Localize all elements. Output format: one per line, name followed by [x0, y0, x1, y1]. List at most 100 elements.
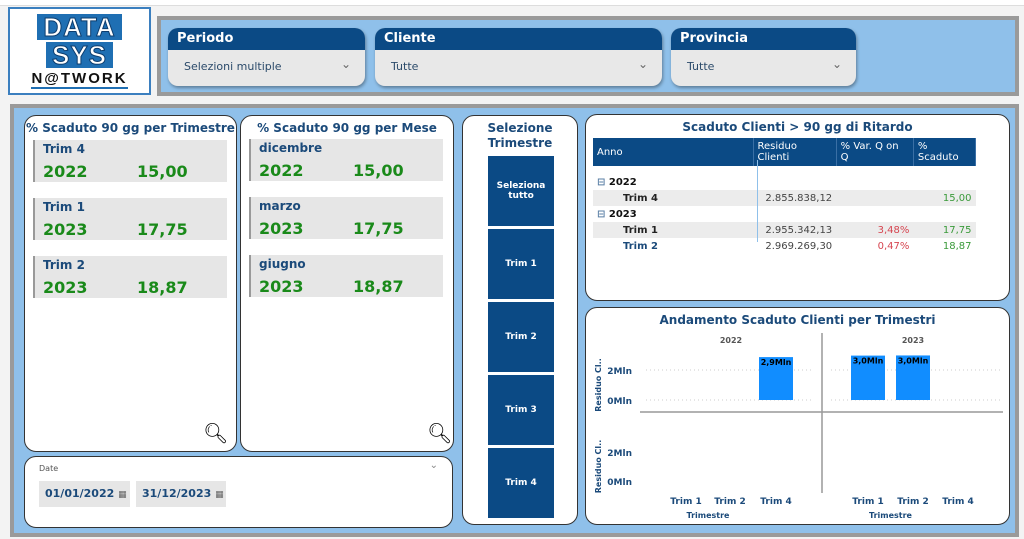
trim-4-button[interactable]: Trim 4 — [488, 448, 554, 518]
card-title: % Scaduto 90 gg per Trimestre — [26, 121, 235, 135]
y-axis-title: Residuo Cl.. — [594, 358, 603, 411]
bar — [851, 355, 885, 400]
kpi-year: 2023 — [259, 219, 304, 238]
kpi-label: dicembre — [259, 141, 323, 155]
chevron-down-icon[interactable]: ⌄ — [637, 57, 648, 71]
x-axis-title: Trimestre — [687, 511, 731, 520]
andamento-chart-card: Andamento Scaduto Clienti per Trimestri … — [585, 307, 1010, 525]
trimestre-selector: Selezione Trimestre Seleziona tutto Trim… — [462, 115, 578, 525]
kpi-item[interactable]: Trim 2 2023 18,87 — [33, 256, 227, 298]
selector-title: Selezione Trimestre — [487, 121, 553, 150]
collapse-icon[interactable]: ⊟ — [597, 208, 606, 220]
table-row: Trim 2 2.969.269,30 0,47% 18,87 — [593, 238, 976, 254]
x-tick-label: Trim 4 — [760, 497, 791, 507]
kpi-year: 2022 — [259, 161, 304, 180]
provincia-slicer[interactable]: Provincia Tutte ⌄ — [671, 28, 856, 86]
kpi-item[interactable]: marzo 2023 17,75 — [249, 197, 443, 239]
row-label: Trim 2 — [623, 240, 658, 252]
x-tick-label: Trim 4 — [942, 497, 973, 507]
end-date-input[interactable]: 31/12/2023 ▦ — [136, 481, 226, 507]
row-label: Trim 4 — [593, 190, 753, 206]
chevron-down-icon[interactable]: ⌄ — [340, 57, 351, 71]
card-scaduto-mese: % Scaduto 90 gg per Mese dicembre 2022 15,… — [240, 115, 454, 452]
var-cell: 0,47% — [877, 240, 910, 252]
kpi-item[interactable]: Trim 1 2023 17,75 — [33, 198, 227, 240]
filter-panel: Periodo Selezioni multiple ⌄ Cliente Tutt… — [157, 16, 1019, 96]
start-date-value: 01/01/2022 — [45, 487, 115, 500]
logo-line2: SYS — [45, 41, 114, 68]
calendar-icon[interactable]: ▦ — [118, 490, 127, 500]
scaduto-cell: 15,00 — [913, 190, 976, 206]
kpi-label: Trim 2 — [43, 258, 85, 272]
chevron-down-icon[interactable]: ⌄ — [429, 460, 438, 471]
card-title: % Scaduto 90 gg per Mese — [257, 121, 437, 135]
kpi-value: 18,87 — [353, 277, 404, 296]
logo-line3: N@TWORK — [31, 69, 128, 89]
scaduto-table-card: Scaduto Clienti > 90 gg di Ritardo Anno … — [585, 114, 1010, 301]
kpi-value: 17,75 — [353, 219, 404, 238]
x-tick-label: Trim 2 — [714, 497, 745, 507]
table-row: Trim 4 2.855.838,12 15,00 — [593, 190, 976, 206]
periodo-slicer[interactable]: Periodo Selezioni multiple ⌄ — [168, 28, 365, 86]
group-row: ⊟ 2023 — [593, 206, 976, 222]
kpi-item[interactable]: Trim 4 2022 15,00 — [33, 140, 227, 182]
kpi-label: Trim 1 — [43, 200, 85, 214]
x-tick-label: Trim 1 — [670, 497, 701, 507]
panel-year-label: 2022 — [720, 336, 742, 345]
residuo-cell: 2.955.342,13 — [753, 222, 837, 238]
panel-year-label: 2023 — [902, 336, 924, 345]
table-title: Scaduto Clienti > 90 gg di Ritardo — [682, 120, 913, 134]
y-tick-label: 2Mln — [607, 367, 632, 377]
seleziona-tutto-button[interactable]: Seleziona tutto — [488, 156, 554, 226]
collapse-icon[interactable]: ⊟ — [597, 176, 606, 188]
column-header[interactable]: Residuo Clienti — [753, 138, 837, 166]
kpi-label: marzo — [259, 199, 301, 213]
y-tick-label: 0Mln — [607, 397, 632, 407]
x-tick-label: Trim 2 — [897, 497, 928, 507]
group-year: 2023 — [608, 208, 637, 220]
start-date-input[interactable]: 01/01/2022 ▦ — [39, 481, 130, 507]
kpi-year: 2023 — [43, 220, 88, 239]
calendar-icon[interactable]: ▦ — [215, 490, 224, 500]
kpi-value: 15,00 — [137, 162, 188, 181]
scaduto-cell: 18,87 — [942, 240, 972, 252]
slicer-value: Tutte — [391, 60, 419, 73]
var-cell — [836, 190, 914, 206]
trim-2-button[interactable]: Trim 2 — [488, 302, 554, 372]
chart-title: Andamento Scaduto Clienti per Trimestri — [659, 313, 936, 327]
chevron-down-icon[interactable]: ⌄ — [831, 57, 842, 71]
kpi-label: Trim 4 — [43, 142, 85, 156]
data-label: 3,0Mln — [898, 356, 929, 365]
bar — [896, 355, 930, 400]
y-axis-title: Residuo Cl.. — [594, 440, 603, 493]
data-label: 3,0Mln — [853, 357, 884, 366]
column-header[interactable]: % Var. Q on Q — [836, 138, 914, 166]
x-tick-label: Trim 1 — [852, 497, 883, 507]
column-divider — [757, 160, 758, 242]
card-scaduto-trimestre: % Scaduto 90 gg per Trimestre Trim 4 2022… — [24, 115, 237, 452]
column-header[interactable]: Anno — [593, 138, 754, 166]
search-icon[interactable]: 🔍︎ — [203, 421, 229, 445]
slicer-title: Provincia — [671, 28, 856, 50]
kpi-year: 2023 — [43, 278, 88, 297]
trim-3-button[interactable]: Trim 3 — [488, 375, 554, 445]
bar — [759, 357, 793, 400]
var-cell: 3,48% — [836, 222, 914, 238]
slicer-value: Selezioni multiple — [184, 60, 282, 73]
cliente-slicer[interactable]: Cliente Tutte ⌄ — [375, 28, 662, 86]
row-label: Trim 1 — [593, 222, 753, 238]
residuo-cell: 2.855.838,12 — [753, 190, 837, 206]
group-row: ⊟ 2022 — [593, 174, 976, 190]
kpi-year: 2023 — [259, 277, 304, 296]
kpi-item[interactable]: giugno 2023 18,87 — [249, 255, 443, 297]
bar-chart: Residuo Cl.. 0Mln 2Mln Residuo Cl.. 0Mln 2Mln… — [594, 333, 1003, 520]
search-icon[interactable]: 🔍︎ — [427, 421, 453, 445]
column-header[interactable]: % Scaduto — [913, 138, 977, 166]
slicer-title: Periodo — [168, 28, 365, 50]
y-tick-label: 2Mln — [607, 449, 632, 459]
group-year: 2022 — [608, 176, 637, 188]
table-header-row: Anno Residuo Clienti % Var. Q on Q % Sca… — [593, 138, 977, 166]
trim-1-button[interactable]: Trim 1 — [488, 229, 554, 299]
kpi-item[interactable]: dicembre 2022 15,00 — [249, 139, 443, 181]
table-row: Trim 1 2.955.342,13 3,48% 17,75 — [593, 222, 976, 238]
